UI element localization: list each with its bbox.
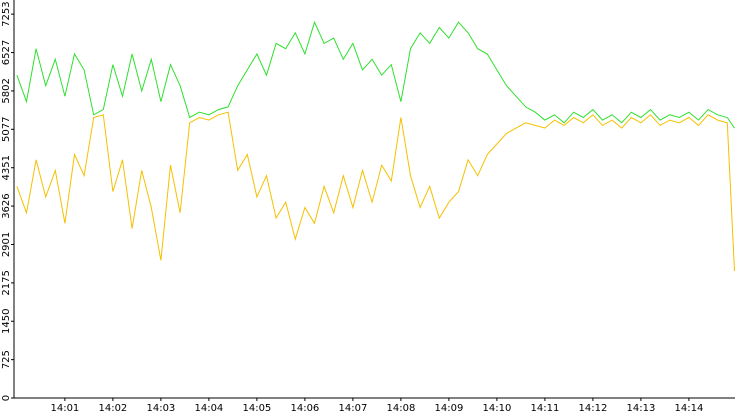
y-tick-label: 1450 [1, 309, 12, 334]
x-tick-label: 14:07 [338, 403, 367, 414]
x-tick-label: 14:10 [482, 403, 511, 414]
x-tick-label: 14:03 [146, 403, 175, 414]
y-tick-label: 725 [1, 350, 12, 369]
x-tick-label: 14:06 [290, 403, 319, 414]
x-tick-label: 14:11 [530, 403, 559, 414]
y-tick-label: 2175 [1, 270, 12, 295]
x-tick-label: 14:08 [386, 403, 415, 414]
y-tick-label: 2901 [1, 232, 12, 257]
y-tick-label: 3626 [1, 193, 12, 218]
x-tick-label: 14:13 [627, 403, 656, 414]
y-tick-label: 4351 [1, 155, 12, 180]
y-tick-label: 5077 [1, 117, 12, 142]
x-tick-label: 14:12 [578, 403, 607, 414]
y-tick-label: 6527 [1, 40, 12, 65]
x-tick-label: 14:09 [434, 403, 463, 414]
x-tick-label: 14:04 [194, 403, 223, 414]
x-tick-label: 14:01 [50, 403, 79, 414]
y-tick-label: 0 [1, 395, 12, 401]
x-tick-label: 14:02 [98, 403, 127, 414]
series-line [16, 111, 735, 272]
y-tick-label: 5802 [1, 78, 12, 103]
x-tick-label: 14:14 [675, 403, 704, 414]
y-tick-label: 7253 [1, 1, 12, 26]
series-line [16, 20, 735, 129]
x-tick-label: 14:05 [242, 403, 271, 414]
